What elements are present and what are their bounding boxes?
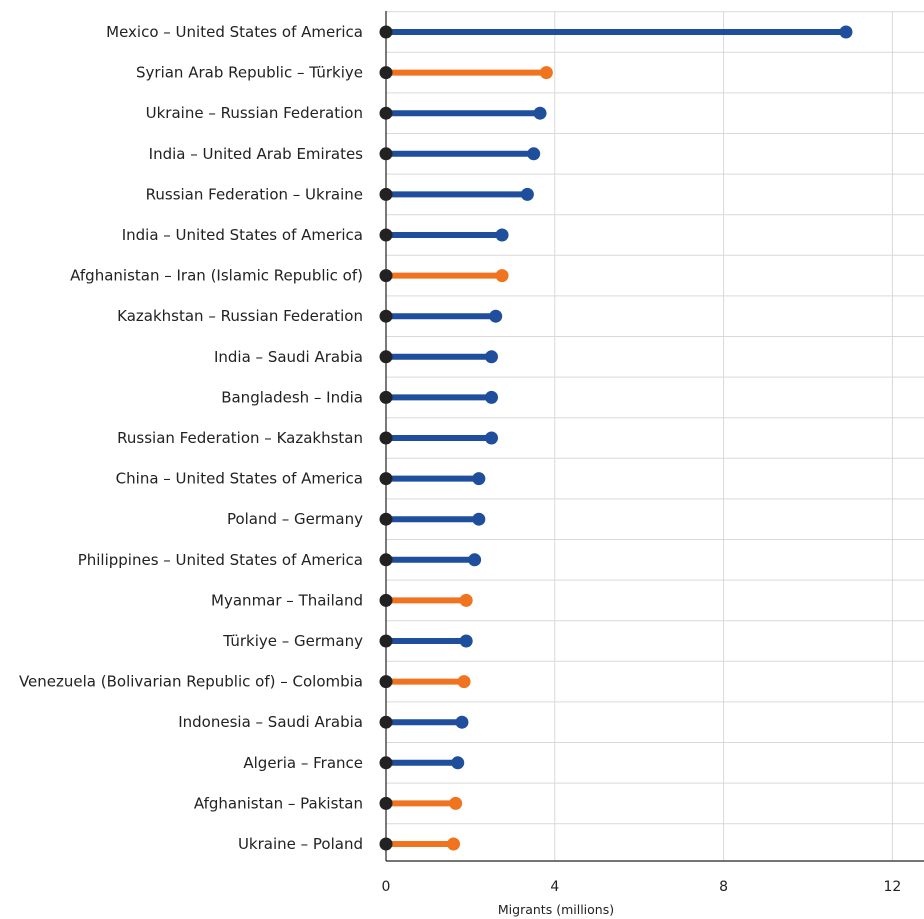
lollipop-end-dot [457, 675, 471, 689]
lollipop-end-dot [459, 634, 473, 648]
lollipop-origin-dot [379, 228, 393, 242]
category-label: Russian Federation – Kazakhstan [117, 429, 363, 447]
x-axis-title: Migrants (millions) [498, 902, 614, 917]
category-labels: Mexico – United States of America Syrian … [19, 23, 363, 853]
category-label: Kazakhstan – Russian Federation [117, 307, 363, 325]
lollipop-origin-dot [379, 756, 393, 770]
category-label: China – United States of America [116, 470, 363, 488]
category-label: Afghanistan – Iran (Islamic Republic of) [70, 267, 363, 285]
lollipop-origin-dot [379, 390, 393, 404]
category-label: Venezuela (Bolivarian Republic of) – Col… [19, 673, 363, 691]
lollipop-origin-dot [379, 269, 393, 283]
category-label: India – United Arab Emirates [149, 145, 364, 163]
lollipop-end-dot [495, 269, 509, 283]
x-tick-label: 12 [883, 879, 901, 895]
lollipop-end-dot [451, 756, 465, 770]
category-label: India – Saudi Arabia [214, 348, 363, 366]
category-label: Philippines – United States of America [78, 551, 363, 569]
lollipop-end-dot [472, 472, 486, 486]
lollipop-end-dot [485, 431, 498, 445]
lollipop-end-dot [455, 715, 469, 729]
lollipop-end-dot [839, 25, 853, 39]
x-tick-label: 0 [382, 879, 391, 895]
category-label: Syrian Arab Republic – Türkiye [136, 64, 363, 82]
x-tick-label: 8 [719, 879, 728, 895]
lollipop-origin-dot [379, 634, 393, 648]
category-label: Türkiye – Germany [222, 632, 363, 650]
lollipop-end-dot [472, 512, 486, 526]
category-label: Algeria – France [243, 754, 363, 772]
lollipop-origin-dot [379, 106, 393, 120]
lollipop-origin-dot [379, 675, 393, 689]
category-label: Mexico – United States of America [106, 23, 363, 41]
lollipop-end-dot [520, 187, 534, 201]
x-tick-label: 4 [550, 879, 559, 895]
category-label: India – United States of America [122, 226, 363, 244]
lollipop-origin-dot [379, 350, 393, 364]
lollipop-origin-dot [379, 187, 393, 201]
lollipop-origin-dot [379, 796, 393, 810]
category-label: Russian Federation – Ukraine [146, 185, 363, 203]
lollipop-origin-dot [379, 593, 393, 607]
lollipop-origin-dot [379, 837, 393, 851]
lollipop-origin-dot [379, 553, 393, 567]
lollipop-origin-dot [379, 431, 393, 445]
lollipop-end-dot [485, 350, 498, 364]
lollipop-origin-dot [379, 66, 393, 80]
lollipop-end-dot [539, 66, 553, 80]
lollipop-marks [379, 25, 853, 851]
category-label: Poland – Germany [227, 510, 363, 528]
lollipop-origin-dot [379, 25, 393, 39]
lollipop-end-dot [485, 390, 498, 404]
category-label: Myanmar – Thailand [211, 591, 363, 609]
category-label: Ukraine – Poland [238, 835, 363, 853]
lollipop-end-dot [468, 553, 482, 567]
lollipop-end-dot [489, 309, 503, 323]
lollipop-origin-dot [379, 472, 393, 486]
x-tick-labels: 0 4 8 12 [382, 879, 902, 895]
lollipop-origin-dot [379, 512, 393, 526]
category-label: Indonesia – Saudi Arabia [178, 713, 363, 731]
lollipop-end-dot [459, 593, 473, 607]
category-label: Afghanistan – Pakistan [194, 794, 363, 812]
lollipop-origin-dot [379, 147, 393, 161]
lollipop-origin-dot [379, 309, 393, 323]
lollipop-end-dot [447, 837, 461, 851]
category-label: Bangladesh – India [221, 388, 363, 406]
lollipop-end-dot [495, 228, 509, 242]
category-label: Ukraine – Russian Federation [146, 104, 363, 122]
gridlines [386, 11, 924, 861]
lollipop-origin-dot [379, 715, 393, 729]
lollipop-end-dot [527, 147, 541, 161]
lollipop-end-dot [533, 106, 547, 120]
lollipop-end-dot [449, 796, 463, 810]
